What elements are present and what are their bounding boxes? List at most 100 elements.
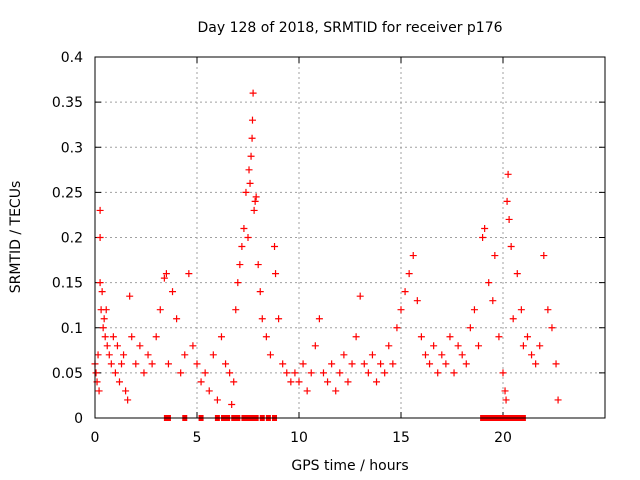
data-point — [100, 315, 108, 323]
data-point — [230, 378, 238, 386]
y-tick-label: 0.15 — [52, 276, 83, 292]
data-point — [249, 89, 257, 97]
x-tick-label: 0 — [91, 430, 100, 446]
data-point — [381, 369, 389, 377]
data-point — [295, 378, 303, 386]
data-point — [169, 288, 177, 296]
data-point — [96, 279, 104, 287]
data-point — [352, 333, 360, 341]
data-point — [226, 369, 234, 377]
data-point — [519, 342, 527, 350]
data-point — [503, 197, 511, 205]
data-point — [509, 315, 517, 323]
data-point — [504, 170, 512, 178]
data-point — [454, 342, 462, 350]
data-point — [107, 360, 115, 368]
data-point — [148, 360, 156, 368]
data-point — [544, 306, 552, 314]
x-tick-label: 10 — [290, 430, 308, 446]
data-point — [222, 360, 230, 368]
data-point — [256, 288, 264, 296]
data-point — [120, 351, 128, 359]
data-point — [201, 369, 209, 377]
data-point — [507, 243, 515, 251]
data-point — [248, 134, 256, 142]
data-point — [266, 351, 274, 359]
data-point — [98, 288, 106, 296]
data-point — [118, 360, 126, 368]
data-point — [470, 306, 478, 314]
data-point — [397, 306, 405, 314]
data-point — [96, 234, 104, 241]
data-point — [426, 360, 434, 368]
data-point — [311, 342, 319, 350]
data-point — [254, 261, 262, 269]
y-tick-label: 0.4 — [61, 50, 83, 66]
data-point — [94, 351, 102, 359]
data-point — [552, 360, 560, 368]
data-point — [307, 369, 315, 377]
data-point — [348, 360, 356, 368]
data-point — [377, 360, 385, 368]
data-point — [126, 292, 134, 300]
data-point — [113, 342, 121, 350]
data-point — [272, 270, 280, 278]
data-point — [279, 360, 287, 368]
data-point — [244, 234, 252, 241]
data-point — [111, 369, 119, 377]
data-point — [450, 369, 458, 377]
data-point — [489, 297, 497, 305]
data-point — [532, 360, 540, 368]
data-point — [96, 206, 104, 214]
data-point — [523, 333, 531, 341]
data-point — [356, 292, 364, 300]
data-point — [122, 387, 130, 395]
data-point — [92, 369, 100, 377]
data-point — [458, 351, 466, 359]
data-point — [485, 279, 493, 287]
data-point — [258, 315, 266, 323]
y-tick-label: 0.35 — [52, 95, 83, 111]
data-point — [517, 306, 525, 314]
data-point — [442, 360, 450, 368]
data-point — [217, 333, 225, 341]
data-point — [164, 360, 172, 368]
data-point — [328, 360, 336, 368]
data-point — [177, 369, 185, 377]
y-tick-label: 0.25 — [52, 185, 83, 201]
data-point — [462, 360, 470, 368]
axis-ticks: 0 5 10 15 20 0 0.05 0.1 0.15 0.2 0.25 0.3 0.35 0.4 — [52, 50, 605, 446]
data-point — [228, 400, 236, 408]
data-point — [430, 342, 438, 350]
y-tick-label: 0.2 — [61, 231, 83, 247]
data-point — [502, 396, 510, 404]
data-point — [319, 369, 327, 377]
data-point — [152, 333, 160, 341]
data-point — [401, 288, 409, 296]
data-point — [495, 333, 503, 341]
data-point — [238, 243, 246, 251]
data-point — [105, 351, 113, 359]
data-point — [405, 270, 413, 278]
data-point — [205, 387, 213, 395]
data-point — [209, 351, 217, 359]
data-point — [95, 387, 103, 395]
data-point — [185, 270, 193, 278]
data-point — [128, 333, 136, 341]
data-point — [393, 324, 401, 332]
data-point — [242, 188, 250, 196]
data-point — [446, 333, 454, 341]
data-point — [248, 116, 256, 124]
y-tick-label: 0.1 — [61, 321, 83, 337]
data-point — [236, 261, 244, 269]
data-point — [536, 342, 544, 350]
data-point — [315, 315, 323, 323]
data-point — [124, 396, 132, 404]
chart-title: Day 128 of 2018, SRMTID for receiver p17… — [197, 20, 502, 36]
data-point — [271, 243, 279, 251]
data-point — [499, 369, 507, 377]
data-point — [245, 166, 253, 174]
data-point — [421, 351, 429, 359]
data-point — [160, 274, 168, 282]
data-point — [513, 270, 521, 278]
